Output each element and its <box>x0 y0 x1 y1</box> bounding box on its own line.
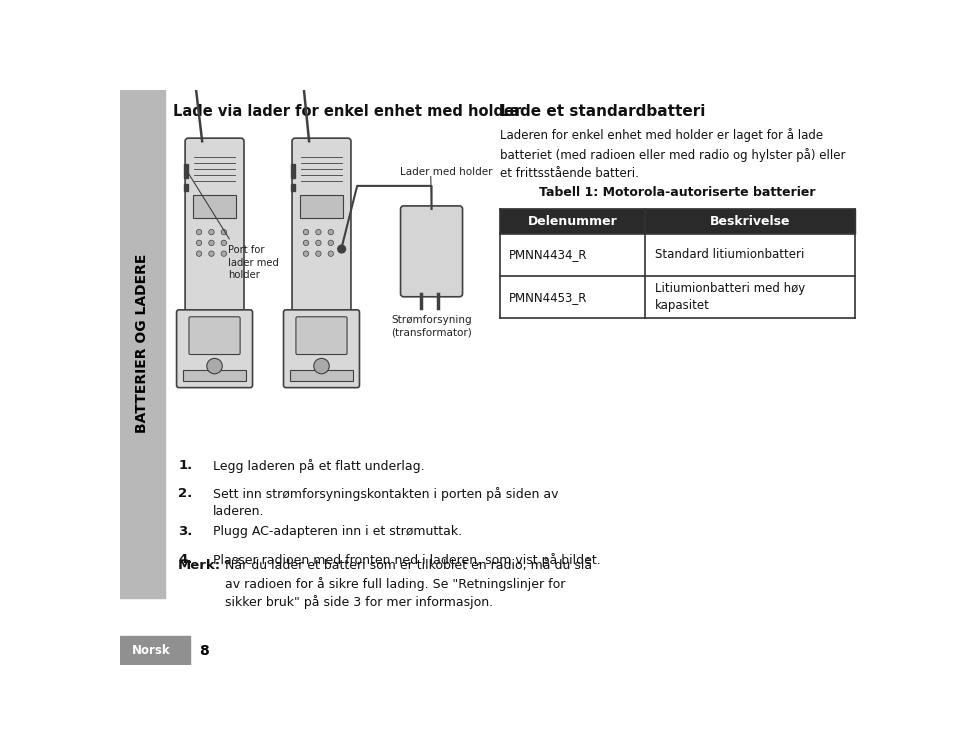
Circle shape <box>328 251 333 256</box>
Bar <box>182 370 247 382</box>
FancyBboxPatch shape <box>292 138 351 314</box>
FancyBboxPatch shape <box>189 317 240 355</box>
Text: Delenummer: Delenummer <box>528 215 617 228</box>
FancyBboxPatch shape <box>296 317 348 355</box>
Text: Plasser radioen med fronten ned i laderen, som vist på bildet.: Plasser radioen med fronten ned i ladere… <box>213 554 601 567</box>
FancyBboxPatch shape <box>185 138 244 314</box>
Text: Lader med holder: Lader med holder <box>399 167 492 176</box>
Circle shape <box>316 251 321 256</box>
Text: Litiumionbatteri med høy
kapasitet: Litiumionbatteri med høy kapasitet <box>655 282 804 312</box>
Bar <box>193 195 236 218</box>
Circle shape <box>338 245 346 253</box>
Text: PMNN4453_R: PMNN4453_R <box>509 291 588 303</box>
Text: Standard litiumionbatteri: Standard litiumionbatteri <box>655 248 804 261</box>
Text: Sett inn strømforsyningskontakten i porten på siden av
laderen.: Sett inn strømforsyningskontakten i port… <box>213 487 559 518</box>
Text: Tabell 1: Motorola-autoriserte batterier: Tabell 1: Motorola-autoriserte batterier <box>539 186 815 199</box>
Text: 2.: 2. <box>179 487 192 500</box>
Circle shape <box>328 241 333 246</box>
Bar <box>183 164 188 179</box>
Text: Laderen for enkel enhet med holder er laget for å lade
batteriet (med radioen el: Laderen for enkel enhet med holder er la… <box>500 128 845 179</box>
Circle shape <box>221 251 227 256</box>
Bar <box>500 209 854 234</box>
Text: Legg laderen på et flatt underlag.: Legg laderen på et flatt underlag. <box>213 459 424 473</box>
Circle shape <box>303 229 309 235</box>
Text: PMNN4434_R: PMNN4434_R <box>509 248 588 261</box>
Text: 1.: 1. <box>179 459 192 472</box>
Text: BATTERIER OG LADERE: BATTERIER OG LADERE <box>135 254 150 433</box>
Text: 3.: 3. <box>179 525 193 539</box>
Circle shape <box>197 241 202 246</box>
Text: Plugg AC-adapteren inn i et strømuttak.: Plugg AC-adapteren inn i et strømuttak. <box>213 525 462 539</box>
FancyBboxPatch shape <box>177 310 252 388</box>
Circle shape <box>208 251 214 256</box>
Text: Lade via lader for enkel enhet med holder: Lade via lader for enkel enhet med holde… <box>173 104 521 119</box>
Bar <box>500 276 854 318</box>
Text: Merk:: Merk: <box>179 560 221 572</box>
FancyBboxPatch shape <box>400 206 463 297</box>
Text: Norsk: Norsk <box>132 644 170 657</box>
Text: Port for
lader med
holder: Port for lader med holder <box>228 245 279 280</box>
Circle shape <box>197 251 202 256</box>
Circle shape <box>208 241 214 246</box>
Bar <box>120 636 190 665</box>
Bar <box>290 370 353 382</box>
Circle shape <box>221 229 227 235</box>
Bar <box>120 90 165 598</box>
Circle shape <box>316 229 321 235</box>
Circle shape <box>208 229 214 235</box>
Bar <box>291 164 295 179</box>
Circle shape <box>197 229 202 235</box>
Circle shape <box>221 241 227 246</box>
Bar <box>500 234 854 276</box>
Text: Beskrivelse: Beskrivelse <box>709 215 790 228</box>
Text: 4.: 4. <box>179 554 193 566</box>
Circle shape <box>328 229 333 235</box>
Text: Når du lader et batteri som er tilkoblet en radio, må du slå
av radioen for å si: Når du lader et batteri som er tilkoblet… <box>225 560 591 609</box>
Text: Strømforsyning
(transformator): Strømforsyning (transformator) <box>391 315 472 338</box>
Bar <box>300 195 344 218</box>
Circle shape <box>314 359 329 374</box>
Bar <box>291 184 295 191</box>
Text: 8: 8 <box>199 644 208 657</box>
Circle shape <box>206 359 223 374</box>
FancyBboxPatch shape <box>283 310 359 388</box>
Circle shape <box>316 241 321 246</box>
Bar <box>183 184 188 191</box>
Circle shape <box>303 241 309 246</box>
Circle shape <box>303 251 309 256</box>
Text: Lade et standardbatteri: Lade et standardbatteri <box>500 104 706 119</box>
